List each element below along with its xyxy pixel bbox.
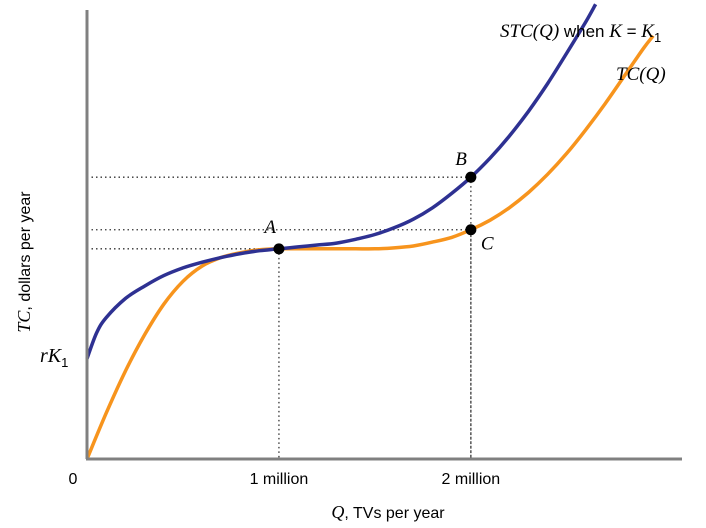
tc-label-f: TC — [616, 64, 640, 85]
stc-label-sub: 1 — [654, 30, 661, 45]
tc-label-open: ( — [639, 64, 647, 85]
stc-label-eq: = — [622, 22, 641, 41]
stc-label-arg: Q — [539, 21, 553, 42]
tc-curve — [85, 34, 655, 460]
intercept-sub: 1 — [61, 355, 68, 370]
x-tick-labels: 0 1 million 2 million — [69, 471, 501, 488]
stc-label-k1: K — [640, 21, 655, 42]
tc-label-close: ) — [658, 64, 665, 85]
x-axis-symbol: Q — [331, 502, 344, 522]
intercept-main: rK — [40, 345, 63, 367]
point-markers: A B C — [262, 149, 494, 255]
stc-label-close: ) — [552, 21, 559, 42]
x-axis-text: , TVs per year — [344, 505, 445, 522]
point-C-marker — [465, 224, 477, 236]
tc-curve-label: TC(Q) — [616, 64, 666, 85]
point-B-marker — [465, 171, 477, 183]
stc-curve — [85, 3, 598, 360]
x-tick-label: 1 million — [250, 471, 309, 488]
x-tick-label: 0 — [69, 471, 78, 488]
y-axis-symbol: TC — [14, 310, 34, 333]
stc-curve-label: STC(Q) when K = K1 — [500, 21, 661, 45]
guide-lines — [87, 176, 472, 459]
x-tick-label: 2 million — [442, 471, 501, 488]
stc-label-open: ( — [533, 21, 541, 42]
point-A-marker — [273, 243, 285, 255]
point-B-label: B — [455, 149, 467, 170]
tc-label-arg: Q — [646, 64, 660, 85]
x-axis-title: Q, TVs per year — [331, 502, 445, 522]
stc-label-k: K — [608, 21, 623, 42]
stc-label-when: when — [559, 22, 609, 41]
y-axis-text: , dollars per year — [17, 191, 34, 311]
stc-label-f: STC — [500, 21, 533, 42]
point-A-label: A — [262, 217, 276, 238]
y-intercept-label: rK1 — [40, 345, 68, 370]
y-axis-title: TC, dollars per year — [14, 191, 34, 333]
point-C-label: C — [481, 234, 494, 255]
